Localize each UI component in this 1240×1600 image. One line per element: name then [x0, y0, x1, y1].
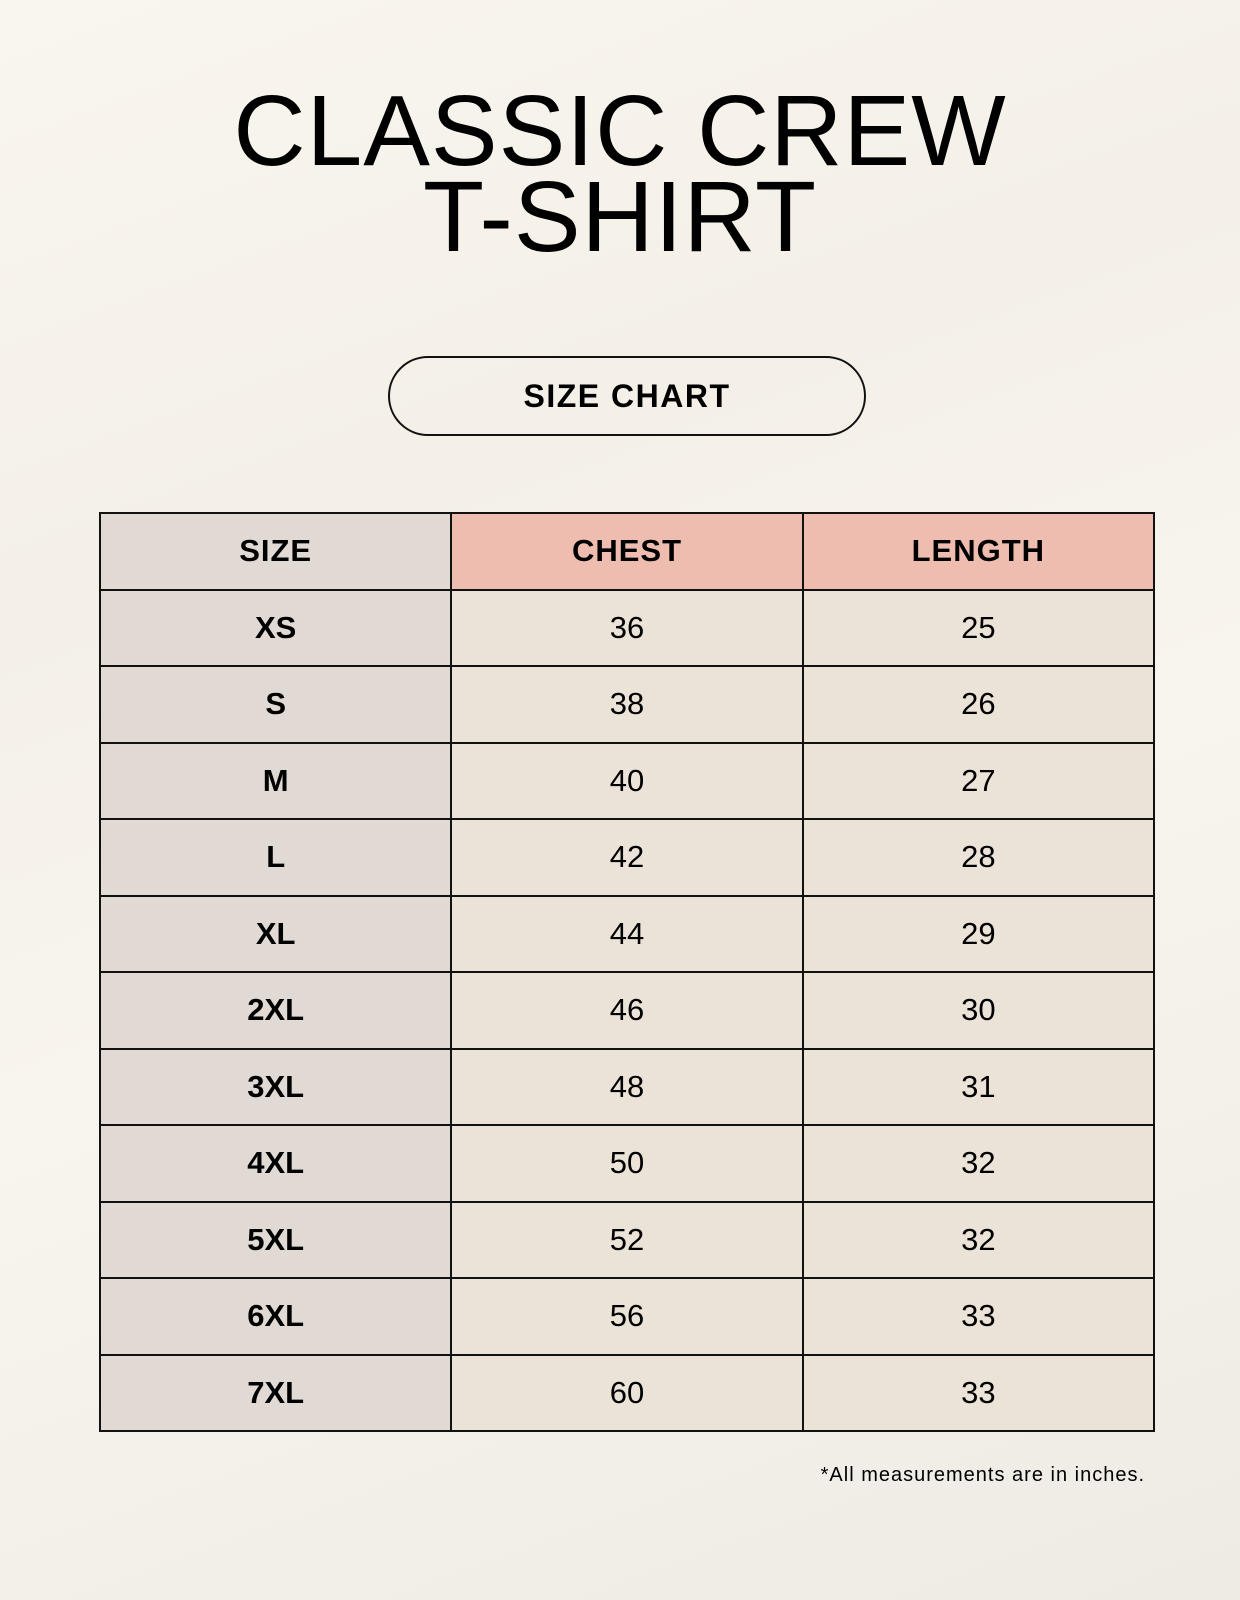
- table-row: L 42 28: [98, 818, 1156, 897]
- length-cell: 31: [801, 1047, 1156, 1126]
- table-row: 3XL 48 31: [98, 1047, 1156, 1126]
- size-cell: XL: [98, 894, 453, 973]
- chest-cell: 46: [450, 971, 804, 1050]
- size-chart-table: SIZE CHEST LENGTH XS 36 25 S 38 26 M 40 27 L 42 28 X…: [98, 512, 1156, 1432]
- chest-cell: 36: [450, 588, 804, 667]
- title-line-1: CLASSIC CREW: [233, 75, 1007, 187]
- chest-cell: 48: [450, 1047, 804, 1126]
- title-line-2: T-SHIRT: [422, 161, 818, 273]
- table-row: XS 36 25: [98, 588, 1156, 667]
- header-chest: CHEST: [450, 512, 804, 591]
- chest-cell: 44: [450, 894, 804, 973]
- table-row: 6XL 56 33: [98, 1277, 1156, 1356]
- table-row: 2XL 46 30: [98, 971, 1156, 1050]
- chest-cell: 60: [450, 1353, 804, 1432]
- size-cell: 2XL: [98, 971, 453, 1050]
- table-row: 7XL 60 33: [98, 1353, 1156, 1432]
- chest-cell: 42: [450, 818, 804, 897]
- length-cell: 32: [801, 1200, 1156, 1279]
- size-cell: 6XL: [98, 1277, 453, 1356]
- size-chart-badge: SIZE CHART: [388, 356, 866, 436]
- size-cell: S: [98, 665, 453, 744]
- chest-cell: 52: [450, 1200, 804, 1279]
- chest-cell: 50: [450, 1124, 804, 1203]
- size-cell: M: [98, 741, 453, 820]
- size-cell: 3XL: [98, 1047, 453, 1126]
- length-cell: 28: [801, 818, 1156, 897]
- length-cell: 25: [801, 588, 1156, 667]
- length-cell: 29: [801, 894, 1156, 973]
- length-cell: 26: [801, 665, 1156, 744]
- size-cell: XS: [98, 588, 453, 667]
- size-cell: 7XL: [98, 1353, 453, 1432]
- table-header-row: SIZE CHEST LENGTH: [98, 512, 1156, 591]
- footnote: *All measurements are in inches.: [820, 1464, 1145, 1486]
- length-cell: 30: [801, 971, 1156, 1050]
- length-cell: 32: [801, 1124, 1156, 1203]
- table-row: 4XL 50 32: [98, 1124, 1156, 1203]
- table-row: M 40 27: [98, 741, 1156, 820]
- header-length: LENGTH: [801, 512, 1156, 591]
- table-row: XL 44 29: [98, 894, 1156, 973]
- chest-cell: 40: [450, 741, 804, 820]
- size-cell: 5XL: [98, 1200, 453, 1279]
- size-cell: L: [98, 818, 453, 897]
- length-cell: 27: [801, 741, 1156, 820]
- chest-cell: 56: [450, 1277, 804, 1356]
- size-cell: 4XL: [98, 1124, 453, 1203]
- table-row: S 38 26: [98, 665, 1156, 744]
- page-title: CLASSIC CREW T-SHIRT: [0, 75, 1240, 273]
- length-cell: 33: [801, 1353, 1156, 1432]
- chest-cell: 38: [450, 665, 804, 744]
- length-cell: 33: [801, 1277, 1156, 1356]
- table-row: 5XL 52 32: [98, 1200, 1156, 1279]
- header-size: SIZE: [98, 512, 453, 591]
